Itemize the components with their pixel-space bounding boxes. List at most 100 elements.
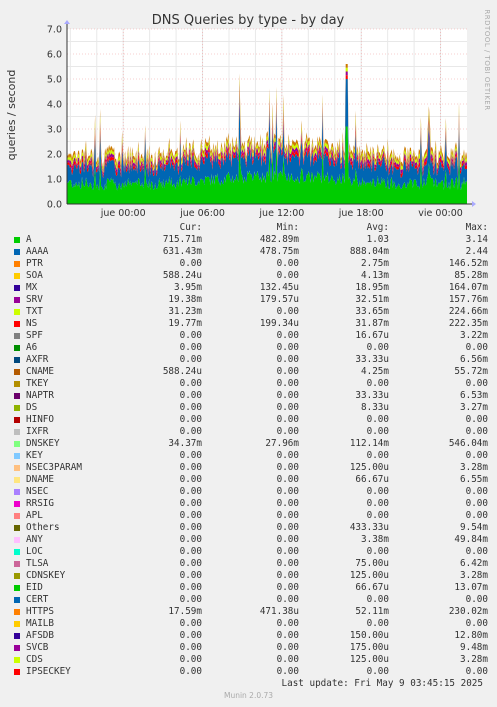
legend-swatch xyxy=(14,489,20,495)
legend-swatch xyxy=(14,525,20,531)
legend-name: TKEY xyxy=(26,378,49,389)
legend-max: 0.00 xyxy=(465,426,488,437)
series-A-area xyxy=(67,126,467,204)
legend-swatch xyxy=(14,549,20,555)
legend-max: 0.00 xyxy=(465,666,488,677)
legend-name: DS xyxy=(26,402,38,413)
legend-avg: 0.00 xyxy=(366,594,389,605)
legend-name: Others xyxy=(26,522,60,533)
y-tick-label: 7.0 xyxy=(47,25,62,36)
legend-row: CDS 0.00 0.00 125.00u 3.28m xyxy=(12,654,492,666)
legend-row: A6 0.00 0.00 0.00 0.00 xyxy=(12,342,492,354)
legend-min: 0.00 xyxy=(276,642,299,653)
legend-avg: 125.00u xyxy=(349,570,389,581)
legend-min: 0.00 xyxy=(276,498,299,509)
legend-avg: 4.25m xyxy=(361,366,389,377)
legend-avg: 0.00 xyxy=(366,378,389,389)
legend-swatch xyxy=(14,393,20,399)
legend-row: MAILB 0.00 0.00 0.00 0.00 xyxy=(12,618,492,630)
legend-avg: 0.00 xyxy=(366,546,389,557)
legend-max: 3.28m xyxy=(460,462,488,473)
legend-row: CNAME 588.24u 0.00 4.25m 55.72m xyxy=(12,366,492,378)
last-update: Last update: Fri May 9 03:45:15 2025 xyxy=(281,678,484,689)
legend-name: CDS xyxy=(26,654,43,665)
legend-min: 0.00 xyxy=(276,474,299,485)
legend-row: AAAA 631.43m 478.75m 888.04m 2.44 xyxy=(12,246,492,258)
legend-name: CERT xyxy=(26,594,49,605)
legend-min: 0.00 xyxy=(276,366,299,377)
legend-row: NSEC3PARAM 0.00 0.00 125.00u 3.28m xyxy=(12,462,492,474)
legend-swatch xyxy=(14,297,20,303)
legend-swatch xyxy=(14,381,20,387)
legend-swatch xyxy=(14,597,20,603)
legend-max: 230.02m xyxy=(448,606,488,617)
legend-min: 482.89m xyxy=(259,234,299,245)
legend-row: KEY 0.00 0.00 0.00 0.00 xyxy=(12,450,492,462)
legend-max: 3.27m xyxy=(460,402,488,413)
legend-swatch xyxy=(14,657,20,663)
y-tick-label: 4.0 xyxy=(47,100,62,111)
header-min: Min: xyxy=(276,222,299,233)
legend-name: MX xyxy=(26,282,38,293)
y-tick-label: 3.0 xyxy=(47,125,62,136)
legend-name: CNAME xyxy=(26,366,54,377)
legend-name: DNSKEY xyxy=(26,438,60,449)
legend-min: 0.00 xyxy=(276,462,299,473)
legend-row: PTR 0.00 0.00 2.75m 146.52m xyxy=(12,258,492,270)
legend-swatch xyxy=(14,465,20,471)
legend-cur: 0.00 xyxy=(179,558,202,569)
legend-min: 0.00 xyxy=(276,630,299,641)
legend-avg: 0.00 xyxy=(366,450,389,461)
legend-max: 2.44 xyxy=(465,246,488,257)
legend-avg: 31.87m xyxy=(355,318,389,329)
legend-min: 0.00 xyxy=(276,306,299,317)
legend-name: NSEC xyxy=(26,486,49,497)
legend-row: SPF 0.00 0.00 16.67u 3.22m xyxy=(12,330,492,342)
legend-name: NSEC3PARAM xyxy=(26,462,82,473)
legend-header: Cur: Min: Avg: Max: xyxy=(12,222,492,234)
legend-max: 546.04m xyxy=(448,438,488,449)
header-max: Max: xyxy=(465,222,488,233)
legend-max: 0.00 xyxy=(465,618,488,629)
legend-min: 478.75m xyxy=(259,246,299,257)
legend-swatch xyxy=(14,645,20,651)
legend-cur: 0.00 xyxy=(179,594,202,605)
legend-max: 12.80m xyxy=(454,630,488,641)
legend-cur: 31.23m xyxy=(168,306,202,317)
legend-name: ANY xyxy=(26,534,43,545)
legend-cur: 0.00 xyxy=(179,498,202,509)
y-axis-arrow-icon xyxy=(64,20,70,24)
legend-avg: 0.00 xyxy=(366,342,389,353)
legend-cur: 631.43m xyxy=(162,246,202,257)
legend-name: LOC xyxy=(26,546,43,557)
legend-name: DNAME xyxy=(26,474,54,485)
legend-name: SRV xyxy=(26,294,43,305)
legend-row: AFSDB 0.00 0.00 150.00u 12.80m xyxy=(12,630,492,642)
legend-name: NS xyxy=(26,318,38,329)
legend-max: 9.48m xyxy=(460,642,488,653)
legend-cur: 0.00 xyxy=(179,510,202,521)
legend-max: 0.00 xyxy=(465,414,488,425)
legend-avg: 1.03 xyxy=(366,234,389,245)
legend-name: APL xyxy=(26,510,43,521)
legend-avg: 0.00 xyxy=(366,486,389,497)
legend-cur: 0.00 xyxy=(179,462,202,473)
legend-min: 0.00 xyxy=(276,486,299,497)
legend-avg: 52.11m xyxy=(355,606,389,617)
legend-swatch xyxy=(14,357,20,363)
legend-min: 0.00 xyxy=(276,582,299,593)
legend-avg: 112.14m xyxy=(349,438,389,449)
legend-swatch xyxy=(14,537,20,543)
legend-min: 0.00 xyxy=(276,558,299,569)
x-axis-arrow-icon xyxy=(472,201,476,207)
legend-max: 6.55m xyxy=(460,474,488,485)
legend-avg: 125.00u xyxy=(349,462,389,473)
chart-title: DNS Queries by type - by day xyxy=(152,13,345,28)
legend-min: 0.00 xyxy=(276,414,299,425)
legend-avg: 175.00u xyxy=(349,642,389,653)
legend-max: 164.07m xyxy=(448,282,488,293)
legend-cur: 0.00 xyxy=(179,666,202,677)
legend-cur: 0.00 xyxy=(179,534,202,545)
legend-max: 0.00 xyxy=(465,594,488,605)
legend-row: IPSECKEY 0.00 0.00 0.00 0.00 xyxy=(12,666,492,678)
